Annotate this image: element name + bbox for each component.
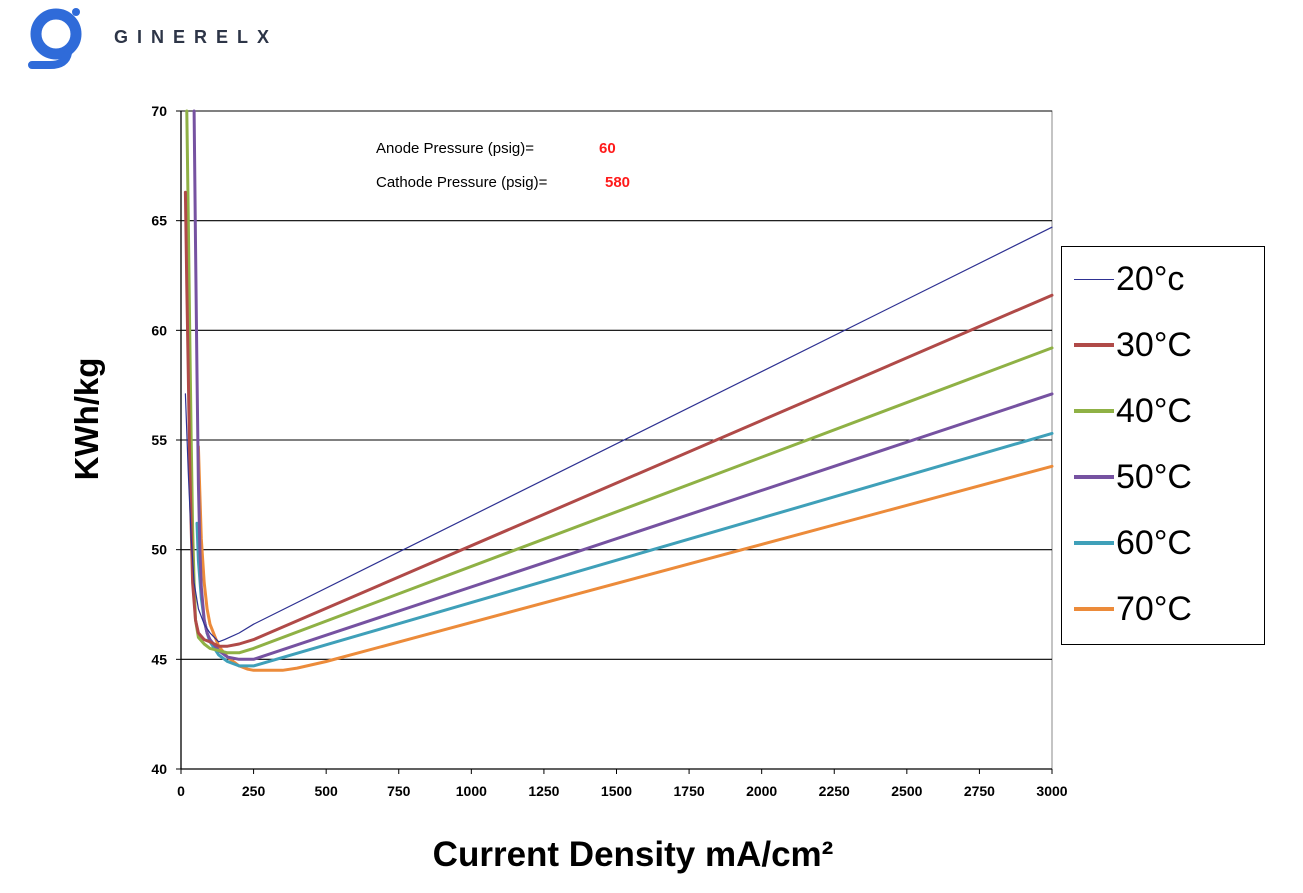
- cathode-pressure-value: 580: [605, 174, 631, 191]
- legend: 20°c 30°C 40°C 50°C 60°C 70°C: [1061, 246, 1265, 645]
- company-logo: GINERELX: [22, 5, 269, 69]
- y-tick-label: 65: [151, 213, 167, 229]
- logo-text: GINERELX: [114, 27, 279, 47]
- y-tick-label: 60: [151, 322, 167, 338]
- y-tick-label: 55: [151, 432, 167, 448]
- legend-item: 50°C: [1074, 457, 1192, 497]
- x-tick-label: 1750: [674, 783, 705, 799]
- legend-swatch-40c: [1074, 409, 1114, 413]
- legend-swatch-50c: [1074, 475, 1114, 479]
- x-tick-label: 0: [177, 783, 185, 799]
- x-tick-label: 1250: [528, 783, 559, 799]
- series-line-30C: [183, 190, 1054, 648]
- y-axis-label: KWh/kg: [68, 357, 105, 481]
- legend-swatch-60c: [1074, 541, 1114, 545]
- legend-item: 30°C: [1074, 325, 1192, 365]
- legend-item: 20°c: [1074, 259, 1184, 299]
- x-tick-label: 500: [314, 783, 338, 799]
- gridlines: [181, 110, 1052, 660]
- x-tick-label: 250: [242, 783, 266, 799]
- x-tick-label: 1000: [456, 783, 487, 799]
- y-tick-label: 50: [151, 542, 167, 558]
- x-tick-label: 3000: [1036, 783, 1067, 799]
- legend-item: 40°C: [1074, 391, 1192, 431]
- x-tick-label: 2500: [891, 783, 922, 799]
- legend-item: 70°C: [1074, 589, 1192, 629]
- y-tick-label: 45: [151, 651, 167, 667]
- legend-swatch-70c: [1074, 607, 1114, 611]
- legend-item: 60°C: [1074, 523, 1192, 563]
- legend-label: 60°C: [1116, 523, 1192, 562]
- y-ticks: 40 45 50 55 60 65 70: [151, 103, 181, 777]
- x-tick-label: 1500: [601, 783, 632, 799]
- anode-pressure-label: Anode Pressure (psig)=: [376, 140, 534, 157]
- y-tick-label: 40: [151, 761, 167, 777]
- legend-label: 70°C: [1116, 589, 1192, 628]
- x-axis-label: Current Density mA/cm²: [432, 835, 834, 874]
- x-tick-label: 2750: [964, 783, 995, 799]
- x-tick-label: 2250: [819, 783, 850, 799]
- x-ticks: 0 250 500 750 1000 1250 1500 1750 2000 2250 2500 27…: [177, 769, 1068, 799]
- series-line-70C: [196, 445, 1054, 672]
- y-tick-label: 70: [151, 103, 167, 119]
- legend-label: 30°C: [1116, 325, 1192, 364]
- legend-label: 50°C: [1116, 457, 1192, 496]
- legend-label: 20°c: [1116, 259, 1185, 298]
- series-line-20c: [184, 226, 1053, 643]
- legend-swatch-20c: [1074, 278, 1114, 280]
- logo-mark-icon: [28, 8, 82, 69]
- legend-swatch-30c: [1074, 343, 1114, 347]
- anode-pressure-value: 60: [599, 140, 616, 157]
- series-group: [183, 109, 1054, 672]
- legend-label: 40°C: [1116, 391, 1192, 430]
- cathode-pressure-label: Cathode Pressure (psig)=: [376, 174, 548, 191]
- x-tick-label: 2000: [746, 783, 777, 799]
- series-line-40C: [185, 109, 1054, 655]
- x-tick-label: 750: [387, 783, 411, 799]
